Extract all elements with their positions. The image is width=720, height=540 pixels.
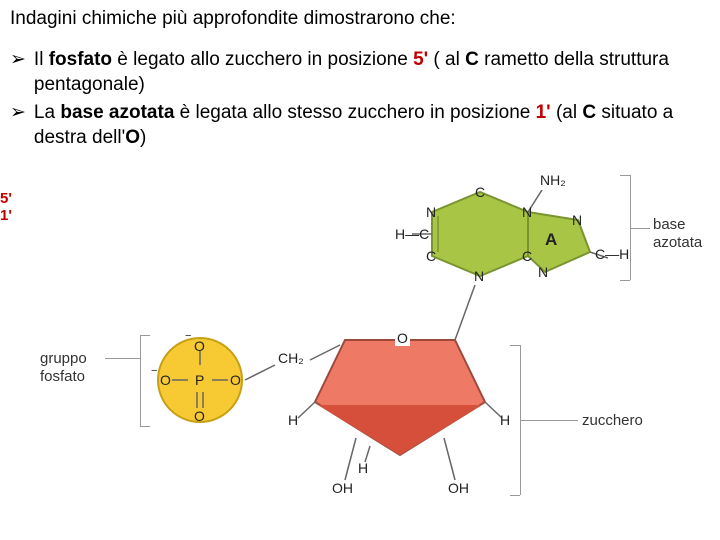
atom-C2: C [426,248,436,264]
atom-N3: N [474,268,484,284]
bullet-item: ➢La base azotata è legata allo stesso zu… [10,101,710,150]
atom-N2: N [522,204,532,220]
bullet-arrow-icon: ➢ [10,48,26,97]
atom-HC-left: H—C [395,226,429,242]
base-letter-A: A [545,230,557,250]
bullet-arrow-icon: ➢ [10,101,26,150]
bullet-text: La base azotata è legata allo stesso zuc… [34,101,710,150]
bullet-text: Il fosfato è legato allo zucchero in pos… [34,48,710,97]
label-base: base [653,216,686,233]
atom-C3: C [522,248,532,264]
bullet-list: ➢Il fosfato è legato allo zucchero in po… [10,48,710,155]
atom-N5: N [538,264,548,280]
nucleotide-diagram: gruppo fosfato P O − O − O O CH₂ 5' O [0,190,720,530]
page-title: Indagini chimiche più approfondite dimos… [10,8,456,30]
atom-C1: C [475,184,485,200]
base-azotata-shape [0,190,720,530]
atom-NH2: NH₂ [540,172,566,188]
bullet-item: ➢Il fosfato è legato allo zucchero in po… [10,48,710,97]
label-azotata: azotata [653,234,702,251]
atom-N4: N [572,212,582,228]
atom-N1: N [426,204,436,220]
atom-CH-right: C—H [595,246,629,262]
